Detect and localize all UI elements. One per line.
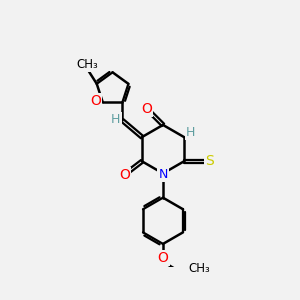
Text: O: O [158, 251, 168, 265]
Text: H: H [186, 126, 196, 140]
Text: H: H [111, 113, 121, 126]
Text: CH₃: CH₃ [76, 58, 98, 71]
Text: S: S [205, 154, 214, 168]
Text: O: O [141, 102, 152, 116]
Text: N: N [158, 168, 168, 181]
Text: O: O [90, 94, 101, 108]
Text: CH₃: CH₃ [189, 262, 210, 275]
Text: O: O [119, 168, 130, 182]
